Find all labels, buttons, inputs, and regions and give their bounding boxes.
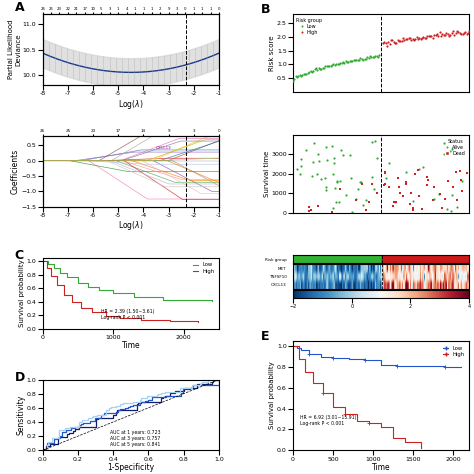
Point <box>353 56 360 64</box>
Point <box>403 35 411 43</box>
Point <box>406 35 414 42</box>
Point <box>314 170 321 177</box>
Point <box>397 189 404 196</box>
Point <box>309 158 317 166</box>
Point <box>322 186 329 194</box>
Point <box>329 170 337 178</box>
Text: E: E <box>261 330 270 343</box>
X-axis label: Log($\lambda$): Log($\lambda$) <box>118 219 144 232</box>
Point <box>359 56 367 64</box>
Point <box>414 35 422 43</box>
Point <box>453 27 461 35</box>
Y-axis label: Partial Likelihood
Deviance: Partial Likelihood Deviance <box>9 20 21 79</box>
Point <box>370 53 378 61</box>
Point <box>413 33 420 41</box>
Point <box>310 67 317 75</box>
Point <box>408 36 415 44</box>
Point <box>405 35 412 42</box>
Point <box>343 58 351 66</box>
Point <box>409 204 417 212</box>
Point <box>457 30 465 37</box>
Point <box>402 181 410 188</box>
Point <box>359 201 366 209</box>
Point <box>356 55 364 62</box>
Point <box>383 42 391 50</box>
Point <box>302 146 310 154</box>
Point <box>437 33 445 40</box>
Point <box>419 33 427 40</box>
Point <box>375 52 383 59</box>
Point <box>394 174 402 182</box>
Y-axis label: Survival time: Survival time <box>264 151 270 197</box>
Point <box>411 171 419 178</box>
Point <box>449 27 457 35</box>
Point <box>362 196 369 204</box>
Text: HR = 6.92 (3.01~15.91)
Log-rank P < 0.001: HR = 6.92 (3.01~15.91) Log-rank P < 0.00… <box>300 415 356 426</box>
Point <box>294 73 302 80</box>
Point <box>330 159 337 166</box>
Point <box>315 64 322 72</box>
X-axis label: Time: Time <box>372 463 391 472</box>
Point <box>385 160 392 167</box>
Point <box>372 52 379 60</box>
Point <box>315 157 323 165</box>
Point <box>356 56 363 64</box>
Point <box>426 32 434 39</box>
Point <box>352 196 359 203</box>
Point <box>444 177 452 184</box>
Point <box>297 72 305 80</box>
Point <box>358 55 365 63</box>
X-axis label: Time: Time <box>121 341 140 350</box>
Y-axis label: Sensitivity: Sensitivity <box>16 395 25 435</box>
Point <box>308 207 315 214</box>
Point <box>456 167 464 175</box>
Point <box>449 183 457 191</box>
Point <box>384 38 392 46</box>
Point <box>390 38 398 46</box>
Point <box>354 56 362 64</box>
Legend: Low, High: Low, High <box>191 260 216 276</box>
Point <box>382 168 389 176</box>
Point <box>320 64 328 72</box>
Point <box>444 30 451 38</box>
Text: A: A <box>14 1 24 15</box>
Point <box>289 77 297 85</box>
Point <box>463 170 471 177</box>
Point <box>459 187 466 195</box>
Legend: Low, High: Low, High <box>441 344 466 359</box>
Point <box>368 181 375 188</box>
Point <box>312 64 320 72</box>
Point <box>440 31 447 38</box>
Point <box>332 61 340 68</box>
Point <box>326 63 333 70</box>
Point <box>435 191 442 198</box>
Point <box>297 170 304 177</box>
Point <box>416 35 423 42</box>
Point <box>328 208 336 216</box>
Point <box>293 73 301 81</box>
Point <box>314 150 322 157</box>
Point <box>328 142 336 149</box>
Point <box>453 203 461 211</box>
Point <box>311 65 319 73</box>
Point <box>337 146 345 154</box>
Point <box>455 28 462 36</box>
Point <box>438 204 446 211</box>
Point <box>338 59 346 67</box>
Point <box>392 39 400 47</box>
Point <box>402 178 410 186</box>
Point <box>389 202 397 210</box>
Point <box>348 57 356 64</box>
Point <box>308 68 316 76</box>
Point <box>458 177 466 184</box>
Point <box>346 151 354 159</box>
Point <box>459 30 466 38</box>
Point <box>371 137 379 145</box>
Point <box>415 166 423 173</box>
Text: D: D <box>14 371 25 384</box>
Point <box>419 164 427 171</box>
Point <box>373 53 381 60</box>
Point <box>447 147 454 155</box>
Point <box>336 185 344 193</box>
Y-axis label: Survival probability: Survival probability <box>269 362 275 429</box>
